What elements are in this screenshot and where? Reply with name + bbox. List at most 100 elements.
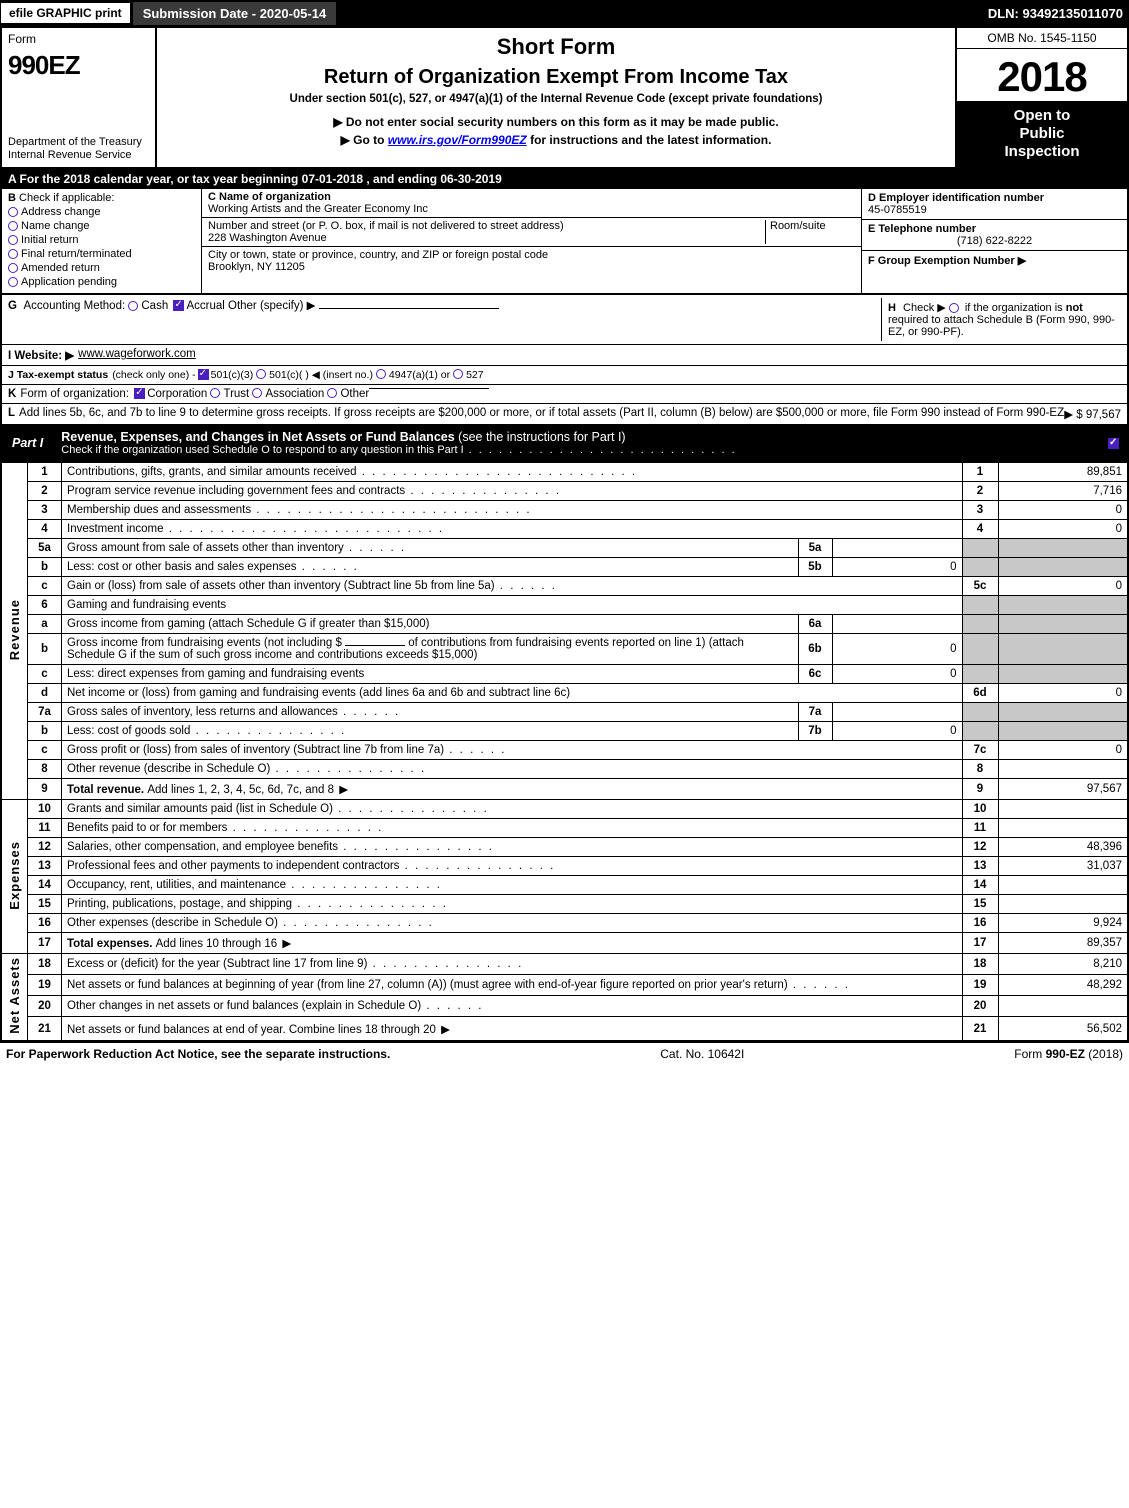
l14-num: 14 — [28, 876, 62, 895]
l5c-val: 0 — [998, 577, 1128, 596]
submission-date-button[interactable]: Submission Date - 2020-05-14 — [133, 2, 337, 25]
l7a-desc: Gross sales of inventory, less returns a… — [67, 706, 400, 718]
line-9: 9 Total revenue. Add lines 1, 2, 3, 4, 5… — [1, 779, 1128, 800]
l6b-subval: 0 — [832, 634, 962, 665]
l4-val: 0 — [998, 520, 1128, 539]
website-value[interactable]: www.wageforwork.com — [78, 348, 196, 360]
chk-corp[interactable] — [134, 388, 145, 399]
l4-desc: Investment income — [67, 523, 444, 535]
l6a-subval — [832, 615, 962, 634]
l21-val: 56,502 — [998, 1017, 1128, 1041]
lbl-501c: 501(c)( ) ◀ (insert no.) — [269, 369, 373, 381]
chk-501c3[interactable] — [198, 369, 209, 380]
short-form-title: Short Form — [165, 34, 947, 60]
l6a-sub: 6a — [798, 615, 832, 634]
omb-number: OMB No. 1545-1150 — [957, 28, 1127, 49]
lbl-cash: Cash — [141, 300, 168, 312]
under-section: Under section 501(c), 527, or 4947(a)(1)… — [165, 93, 947, 105]
l6c-subval: 0 — [832, 665, 962, 684]
l5a-sub: 5a — [798, 539, 832, 558]
line-7c: c Gross profit or (loss) from sales of i… — [1, 741, 1128, 760]
l1-refnum: 1 — [962, 463, 998, 482]
l7b-greyval — [998, 722, 1128, 741]
part-1-table: Revenue 1 Contributions, gifts, grants, … — [0, 462, 1129, 1042]
chk-527[interactable] — [453, 369, 463, 379]
chk-h[interactable] — [949, 303, 959, 313]
l17-bold: Total expenses. — [67, 938, 156, 950]
chk-4947[interactable] — [376, 369, 386, 379]
l9-desc: Add lines 1, 2, 3, 4, 5c, 6d, 7c, and 8 — [147, 784, 350, 796]
line-18: Net Assets 18 Excess or (deficit) for th… — [1, 954, 1128, 975]
l19-refnum: 19 — [962, 975, 998, 996]
line-19: 19 Net assets or fund balances at beginn… — [1, 975, 1128, 996]
l13-refnum: 13 — [962, 857, 998, 876]
l18-num: 18 — [28, 954, 62, 975]
form-header: Form 990EZ Department of the Treasury In… — [0, 28, 1129, 169]
line-2: 2 Program service revenue including gove… — [1, 482, 1128, 501]
other-specify-input[interactable] — [319, 308, 499, 309]
l10-num: 10 — [28, 800, 62, 819]
l9-bold: Total revenue. — [67, 784, 147, 796]
l18-val: 8,210 — [998, 954, 1128, 975]
chk-trust[interactable] — [210, 388, 220, 398]
l6b-blank[interactable] — [345, 645, 405, 646]
chk-app-pending[interactable]: Application pending — [8, 276, 195, 288]
box-b: B Check if applicable: Address change Na… — [2, 189, 202, 293]
efile-print-button[interactable]: efile GRAPHIC print — [0, 2, 131, 24]
l13-val: 31,037 — [998, 857, 1128, 876]
form-label: Form — [8, 32, 149, 46]
l12-refnum: 12 — [962, 838, 998, 857]
goto-post: for instructions and the latest informat… — [527, 133, 772, 147]
l12-desc: Salaries, other compensation, and employ… — [67, 841, 494, 853]
l5c-desc: Gain or (loss) from sale of assets other… — [67, 580, 557, 592]
i-label: I Website: ▶ — [8, 348, 74, 362]
chk-initial-return[interactable]: Initial return — [8, 234, 195, 246]
chk-cash[interactable] — [128, 301, 138, 311]
h-not: not — [1066, 302, 1083, 314]
l6b-grey — [962, 634, 998, 665]
chk-other[interactable] — [327, 388, 337, 398]
l10-desc: Grants and similar amounts paid (list in… — [67, 803, 489, 815]
inspect-l2: Public — [1019, 125, 1064, 142]
l6b-d1: Gross income from fundraising events (no… — [67, 637, 342, 649]
l16-refnum: 16 — [962, 914, 998, 933]
l12-val: 48,396 — [998, 838, 1128, 857]
lbl-501c3: 501(c)(3) — [211, 369, 254, 381]
l8-desc: Other revenue (describe in Schedule O) — [67, 763, 426, 775]
l1-val: 89,851 — [998, 463, 1128, 482]
chk-accrual[interactable] — [173, 300, 184, 311]
chk-final-return[interactable]: Final return/terminated — [8, 248, 195, 260]
address-row: Number and street (or P. O. box, if mail… — [202, 218, 861, 247]
line-4: 4 Investment income 4 0 — [1, 520, 1128, 539]
group-exemption-row: F Group Exemption Number ▶ — [862, 251, 1127, 270]
lbl-trust: Trust — [223, 388, 249, 400]
l17-val: 89,357 — [998, 933, 1128, 954]
dept-treasury: Department of the Treasury Internal Reve… — [8, 136, 149, 164]
irs-link[interactable]: www.irs.gov/Form990EZ — [388, 133, 527, 147]
l5b-desc: Less: cost or other basis and sales expe… — [67, 561, 359, 573]
org-info-block: B Check if applicable: Address change Na… — [0, 189, 1129, 295]
line-3: 3 Membership dues and assessments 3 0 — [1, 501, 1128, 520]
l10-val — [998, 800, 1128, 819]
cat-no: Cat. No. 10642I — [660, 1047, 744, 1061]
open-to-public: Open to Public Inspection — [957, 101, 1127, 167]
l7a-subval — [832, 703, 962, 722]
line-8: 8 Other revenue (describe in Schedule O)… — [1, 760, 1128, 779]
other-org-input[interactable] — [369, 388, 489, 389]
chk-address-change[interactable]: Address change — [8, 206, 195, 218]
chk-schedule-o[interactable] — [1108, 438, 1119, 449]
chk-amended[interactable]: Amended return — [8, 262, 195, 274]
chk-name-change[interactable]: Name change — [8, 220, 195, 232]
street-address: 228 Washington Avenue — [208, 232, 327, 244]
l17-desc: Add lines 10 through 16 — [156, 938, 294, 950]
l7c-num: c — [28, 741, 62, 760]
form-ref: Form 990-EZ (2018) — [1014, 1047, 1123, 1061]
chk-assoc[interactable] — [252, 388, 262, 398]
line-12: 12 Salaries, other compensation, and emp… — [1, 838, 1128, 857]
l19-desc: Net assets or fund balances at beginning… — [67, 979, 850, 991]
chk-501c[interactable] — [256, 369, 266, 379]
goto-pre: ▶ Go to — [341, 133, 388, 147]
header-mid: Short Form Return of Organization Exempt… — [157, 28, 957, 167]
line-7a: 7a Gross sales of inventory, less return… — [1, 703, 1128, 722]
tax-year: 2018 — [957, 49, 1127, 101]
